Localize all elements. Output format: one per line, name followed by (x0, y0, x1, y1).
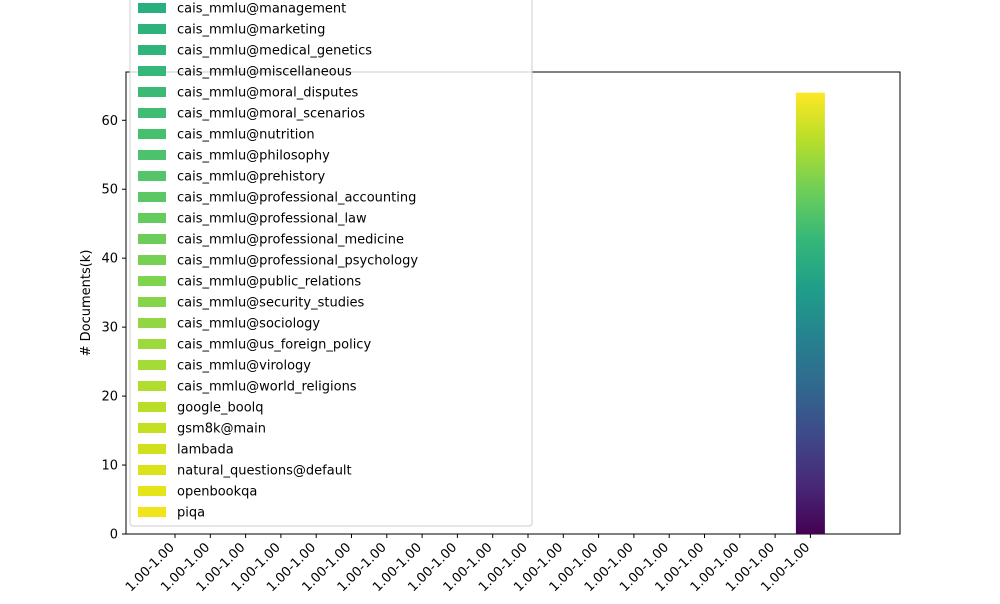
legend-label: cais_mmlu@professional_medicine (177, 233, 404, 248)
legend-label: google_boolq (177, 401, 264, 416)
legend-label: cais_mmlu@sociology (177, 317, 320, 332)
legend-swatch (138, 234, 166, 244)
legend-swatch (138, 255, 166, 265)
legend-swatch (138, 507, 166, 517)
legend-label: natural_questions@default (177, 464, 352, 479)
legend-swatch (138, 318, 166, 328)
legend-label: cais_mmlu@public_relations (177, 275, 361, 290)
y-tick-label: 10 (101, 459, 118, 474)
legend-swatch (138, 150, 166, 160)
legend-label: cais_mmlu@virology (177, 359, 311, 374)
y-axis-label: # Documents(k) (79, 250, 94, 357)
legend-swatch (138, 444, 166, 454)
legend-swatch (138, 423, 166, 433)
legend-label: cais_mmlu@professional_accounting (177, 191, 416, 206)
legend-label: cais_mmlu@philosophy (177, 149, 330, 164)
legend-swatch (138, 486, 166, 496)
legend-swatch (138, 360, 166, 370)
legend-swatch (138, 276, 166, 286)
legend-label: cais_mmlu@security_studies (177, 296, 365, 311)
legend-label: piqa (177, 506, 205, 521)
legend-swatch (138, 45, 166, 55)
legend-swatch (138, 297, 166, 307)
legend-label: openbookqa (177, 485, 257, 500)
legend-swatch (138, 3, 166, 13)
legend-swatch (138, 381, 166, 391)
legend-label: lambada (177, 443, 234, 458)
legend-swatch (138, 108, 166, 118)
legend-swatch (138, 465, 166, 475)
legend-label: cais_mmlu@professional_law (177, 212, 367, 227)
y-tick-label: 0 (110, 528, 118, 543)
legend-label: cais_mmlu@marketing (177, 23, 325, 38)
bar-18 (795, 92, 825, 534)
y-tick-label: 60 (101, 114, 118, 129)
legend-label: cais_mmlu@us_foreign_policy (177, 338, 371, 353)
legend-swatch (138, 192, 166, 202)
legend-label: cais_mmlu@moral_scenarios (177, 107, 365, 122)
legend-swatch (138, 213, 166, 223)
legend-box (129, 0, 533, 527)
legend-swatch (138, 66, 166, 76)
legend-swatch (138, 129, 166, 139)
legend-label: cais_mmlu@world_religions (177, 380, 357, 395)
legend-swatch (138, 339, 166, 349)
legend-swatch (138, 24, 166, 34)
y-tick-label: 20 (101, 390, 118, 405)
y-tick-label: 50 (101, 183, 118, 198)
legend-label: cais_mmlu@management (177, 2, 346, 17)
legend-label: cais_mmlu@miscellaneous (177, 65, 352, 80)
legend-swatch (138, 171, 166, 181)
legend: cais_mmlu@management cais_mmlu@marketingc… (129, 0, 533, 527)
legend-label: cais_mmlu@prehistory (177, 170, 326, 185)
legend-swatch (138, 402, 166, 412)
legend-label: cais_mmlu@medical_genetics (177, 44, 372, 59)
y-tick-label: 40 (101, 252, 118, 267)
legend-label: cais_mmlu@professional_psychology (177, 254, 418, 269)
legend-label: gsm8k@main (177, 422, 266, 437)
legend-swatch (138, 87, 166, 97)
y-tick-label: 30 (101, 321, 118, 336)
legend-label: cais_mmlu@moral_disputes (177, 86, 358, 101)
legend-label: cais_mmlu@nutrition (177, 128, 315, 143)
